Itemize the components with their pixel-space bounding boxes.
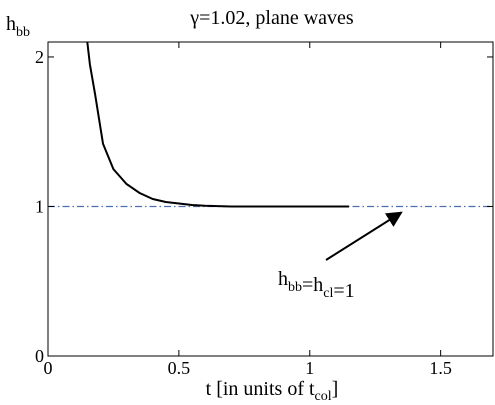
plot-area: 0 0.5 1 1.5 0 1 2 hbb=hcl=1 bbox=[35, 41, 494, 378]
x-tick-layer: 0 0.5 1 1.5 bbox=[44, 42, 452, 378]
annotation-text: =1 bbox=[333, 280, 354, 302]
x-tick-label: 1 bbox=[305, 358, 314, 378]
y-tick-label: 0 bbox=[35, 346, 44, 366]
y-tick-label: 2 bbox=[35, 47, 44, 67]
x-tick-label: 1.5 bbox=[429, 358, 452, 378]
x-axis-label-close: ] bbox=[332, 378, 339, 400]
annotation-subscript: bb bbox=[288, 280, 302, 295]
chart-title: γ=1.02, plane waves bbox=[189, 7, 354, 29]
y-axis-label-subscript: bb bbox=[16, 25, 30, 40]
x-axis-label: t [in units of tcol] bbox=[206, 378, 339, 404]
y-axis-label: hbb bbox=[6, 13, 30, 40]
annotation-label: hbb=hcl=1 bbox=[278, 268, 355, 302]
series-layer bbox=[86, 42, 349, 208]
x-tick-label: 0.5 bbox=[168, 358, 191, 378]
plot-frame bbox=[47, 41, 494, 357]
series-line bbox=[86, 42, 349, 208]
annotation-layer: hbb=hcl=1 bbox=[278, 211, 403, 302]
x-axis-label-subscript: col bbox=[315, 389, 332, 404]
annotation-subscript: cl bbox=[323, 286, 333, 301]
x-tick-label: 0 bbox=[44, 358, 53, 378]
y-tick-label: 1 bbox=[35, 196, 44, 216]
annotation-text: =h bbox=[302, 274, 323, 296]
annotation-text: h bbox=[278, 268, 288, 290]
x-axis-label-text: t [in units of t bbox=[206, 378, 315, 400]
y-axis-label-base: h bbox=[6, 13, 16, 35]
annotation-arrow bbox=[325, 211, 403, 261]
y-tick-layer: 0 1 2 bbox=[35, 47, 493, 366]
